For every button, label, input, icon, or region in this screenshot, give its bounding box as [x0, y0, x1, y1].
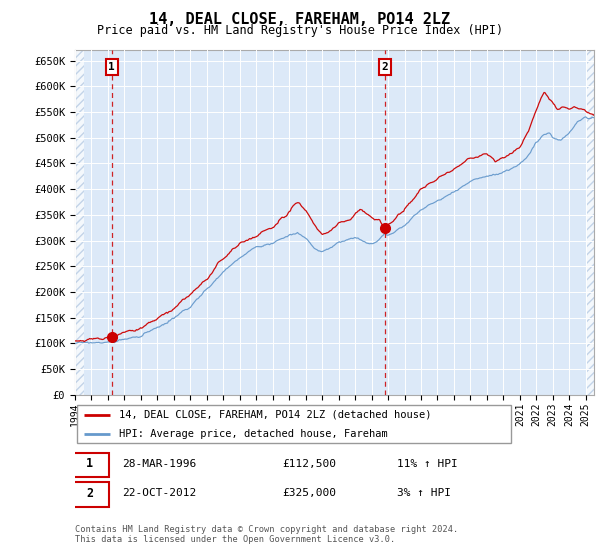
Text: 3% ↑ HPI: 3% ↑ HPI [397, 488, 451, 498]
Text: £325,000: £325,000 [283, 488, 337, 498]
Bar [75, 50, 84, 395]
FancyBboxPatch shape [77, 405, 511, 443]
Text: HPI: Average price, detached house, Fareham: HPI: Average price, detached house, Fare… [119, 429, 388, 439]
Text: Contains HM Land Registry data © Crown copyright and database right 2024.: Contains HM Land Registry data © Crown c… [75, 525, 458, 534]
Text: 28-MAR-1996: 28-MAR-1996 [122, 459, 196, 469]
Text: This data is licensed under the Open Government Licence v3.0.: This data is licensed under the Open Gov… [75, 535, 395, 544]
Text: 2: 2 [382, 62, 388, 72]
Text: Price paid vs. HM Land Registry's House Price Index (HPI): Price paid vs. HM Land Registry's House … [97, 24, 503, 37]
Text: 2: 2 [86, 487, 93, 500]
Text: 22-OCT-2012: 22-OCT-2012 [122, 488, 196, 498]
Bar [587, 50, 596, 395]
Text: 14, DEAL CLOSE, FAREHAM, PO14 2LZ (detached house): 14, DEAL CLOSE, FAREHAM, PO14 2LZ (detac… [119, 409, 431, 419]
Text: 1: 1 [86, 457, 93, 470]
FancyBboxPatch shape [70, 482, 109, 507]
Text: £112,500: £112,500 [283, 459, 337, 469]
Text: 14, DEAL CLOSE, FAREHAM, PO14 2LZ: 14, DEAL CLOSE, FAREHAM, PO14 2LZ [149, 12, 451, 27]
FancyBboxPatch shape [70, 452, 109, 477]
Text: 11% ↑ HPI: 11% ↑ HPI [397, 459, 458, 469]
Text: 1: 1 [109, 62, 115, 72]
